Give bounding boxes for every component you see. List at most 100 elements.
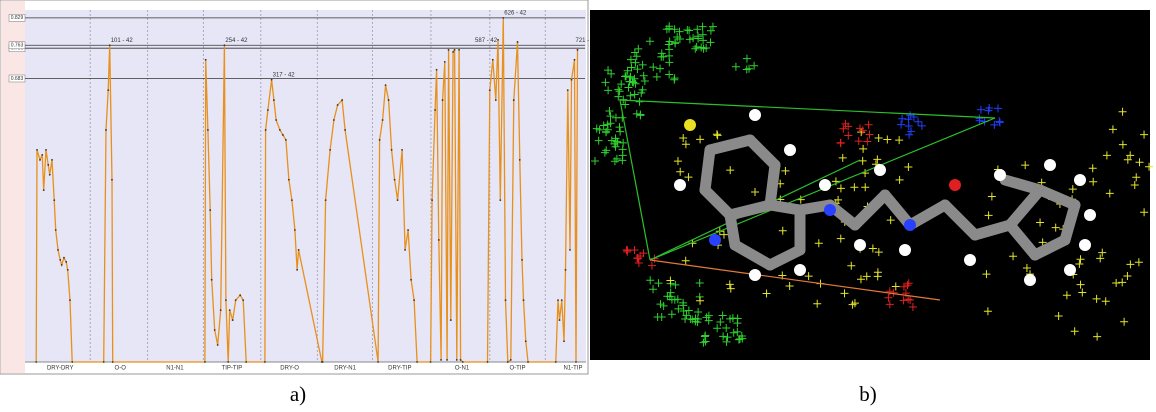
field-point — [723, 333, 732, 342]
field-point — [897, 120, 906, 129]
field-point — [836, 234, 845, 243]
data-point — [569, 249, 571, 251]
atom — [994, 169, 1006, 181]
data-point — [225, 299, 227, 302]
data-point — [509, 359, 512, 361]
field-point — [681, 140, 690, 149]
data-point — [275, 119, 278, 121]
field-point — [671, 38, 680, 47]
field-point — [697, 43, 706, 52]
data-point — [216, 344, 219, 346]
field-point — [675, 27, 684, 36]
field-point — [729, 328, 738, 337]
field-point — [640, 77, 649, 86]
data-point — [431, 199, 433, 202]
field-point — [621, 100, 630, 109]
field-point — [847, 261, 856, 270]
field-point — [692, 42, 701, 51]
data-point — [234, 299, 237, 302]
field-point — [990, 120, 999, 129]
field-point — [861, 183, 870, 192]
data-point — [404, 249, 406, 251]
field-point — [614, 92, 623, 101]
field-point — [652, 72, 661, 81]
data-point — [443, 60, 446, 63]
data-point — [65, 261, 68, 263]
x-tick-label: TIP-TIP — [222, 366, 243, 372]
data-point — [284, 139, 287, 141]
data-point — [41, 153, 44, 156]
field-point — [606, 112, 615, 121]
field-point — [1105, 189, 1114, 198]
field-point — [873, 272, 882, 281]
data-point — [209, 209, 212, 211]
field-point — [983, 307, 992, 316]
data-point — [324, 199, 327, 202]
data-point — [435, 68, 438, 71]
field-point — [1009, 252, 1018, 261]
field-point — [630, 245, 639, 254]
atom — [964, 254, 976, 266]
bond — [999, 174, 1046, 196]
field-point — [903, 281, 912, 290]
field-point — [1068, 185, 1077, 194]
field-point — [683, 25, 692, 34]
field-point — [834, 195, 843, 204]
field-point — [647, 261, 656, 270]
panel-label: a) — [290, 382, 306, 406]
pharmacophore-edge — [619, 99, 996, 119]
data-point — [344, 129, 347, 131]
x-tick-label: N1-TIP — [563, 366, 582, 372]
field-point — [630, 74, 639, 83]
data-point — [491, 58, 494, 61]
field-point — [905, 130, 914, 139]
field-point — [976, 105, 985, 114]
data-point — [429, 361, 432, 363]
field-point — [885, 300, 894, 309]
data-point — [575, 361, 577, 363]
field-point — [634, 44, 643, 53]
field-point — [708, 22, 717, 31]
atom — [899, 244, 911, 256]
data-point — [416, 361, 418, 363]
field-point — [630, 48, 639, 57]
field-point — [693, 25, 702, 34]
x-tick-label: O-N1 — [455, 366, 470, 372]
x-tick-label: DRY-N1 — [334, 366, 356, 372]
field-point — [706, 26, 715, 35]
peak-annotation: 721 - — [576, 38, 590, 44]
field-point — [908, 302, 917, 311]
field-point — [995, 118, 1004, 127]
field-point — [649, 285, 658, 294]
field-point — [733, 314, 742, 323]
field-point — [733, 327, 742, 336]
bond — [1004, 184, 1046, 231]
field-point — [696, 135, 705, 144]
field-point — [664, 40, 673, 49]
data-point — [564, 268, 567, 271]
data-point — [105, 129, 107, 131]
field-point — [614, 85, 623, 94]
bond — [969, 219, 1016, 241]
data-point — [223, 44, 226, 47]
field-point — [886, 216, 895, 225]
tick-box — [8, 41, 26, 50]
field-point — [856, 275, 865, 284]
field-point — [629, 78, 638, 87]
field-point — [682, 311, 691, 320]
field-point — [696, 296, 705, 305]
field-point — [1140, 208, 1149, 217]
field-point — [1021, 161, 1030, 170]
peak-annotation: 317 - 42 — [273, 72, 296, 78]
data-point — [497, 38, 499, 41]
data-point — [45, 148, 47, 151]
field-point — [693, 318, 702, 327]
data-point — [287, 178, 290, 181]
data-point — [516, 41, 519, 43]
data-line — [35, 17, 579, 364]
field-point — [670, 75, 679, 84]
data-point — [521, 258, 523, 261]
field-point — [649, 63, 658, 72]
field-point — [657, 52, 666, 61]
field-point — [840, 289, 849, 298]
